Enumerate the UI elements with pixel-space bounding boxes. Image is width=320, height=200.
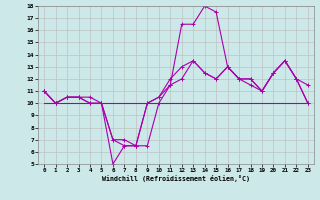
X-axis label: Windchill (Refroidissement éolien,°C): Windchill (Refroidissement éolien,°C) [102, 175, 250, 182]
